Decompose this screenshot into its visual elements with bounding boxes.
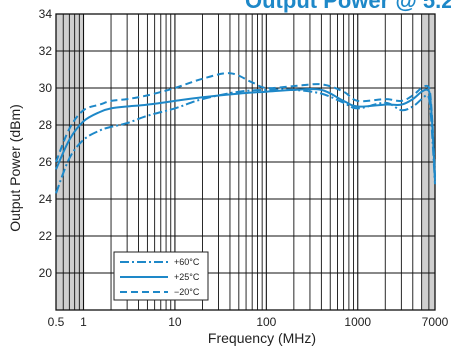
data-series [55, 72, 436, 194]
x-tick-label: 1 [80, 315, 87, 329]
y-tick-label: 32 [39, 44, 53, 58]
y-tick-label: 24 [39, 192, 53, 206]
tick-labels: 20 22 24 26 28 30 32 34 0.5 1 10 100 1000 7000 [39, 7, 449, 329]
x-tick-label: 10 [168, 315, 182, 329]
y-tick-label: 22 [39, 229, 53, 243]
y-axis-title: Output Power (dBm) [7, 104, 23, 232]
chart-title: Output Power @ 5.2 Volt Supply [245, 0, 451, 13]
grid [55, 13, 436, 311]
legend-label: +25°C [174, 272, 200, 282]
y-tick-label: 28 [39, 118, 53, 132]
legend-label: −20°C [174, 287, 200, 297]
x-axis-title: Frequency (MHz) [208, 330, 316, 346]
y-tick-label: 34 [39, 7, 53, 21]
x-tick-label: 7000 [422, 315, 449, 329]
y-tick-label: 26 [39, 155, 53, 169]
series-line-1 [55, 87, 436, 181]
y-tick-label: 30 [39, 81, 53, 95]
legend-label: +60°C [174, 257, 200, 267]
x-tick-label: 1000 [344, 315, 371, 329]
legend: +60°C +25°C −20°C [113, 251, 209, 301]
x-tick-label: 100 [256, 315, 276, 329]
y-tick-label: 20 [39, 266, 53, 280]
x-tick-label: 0.5 [48, 315, 65, 329]
